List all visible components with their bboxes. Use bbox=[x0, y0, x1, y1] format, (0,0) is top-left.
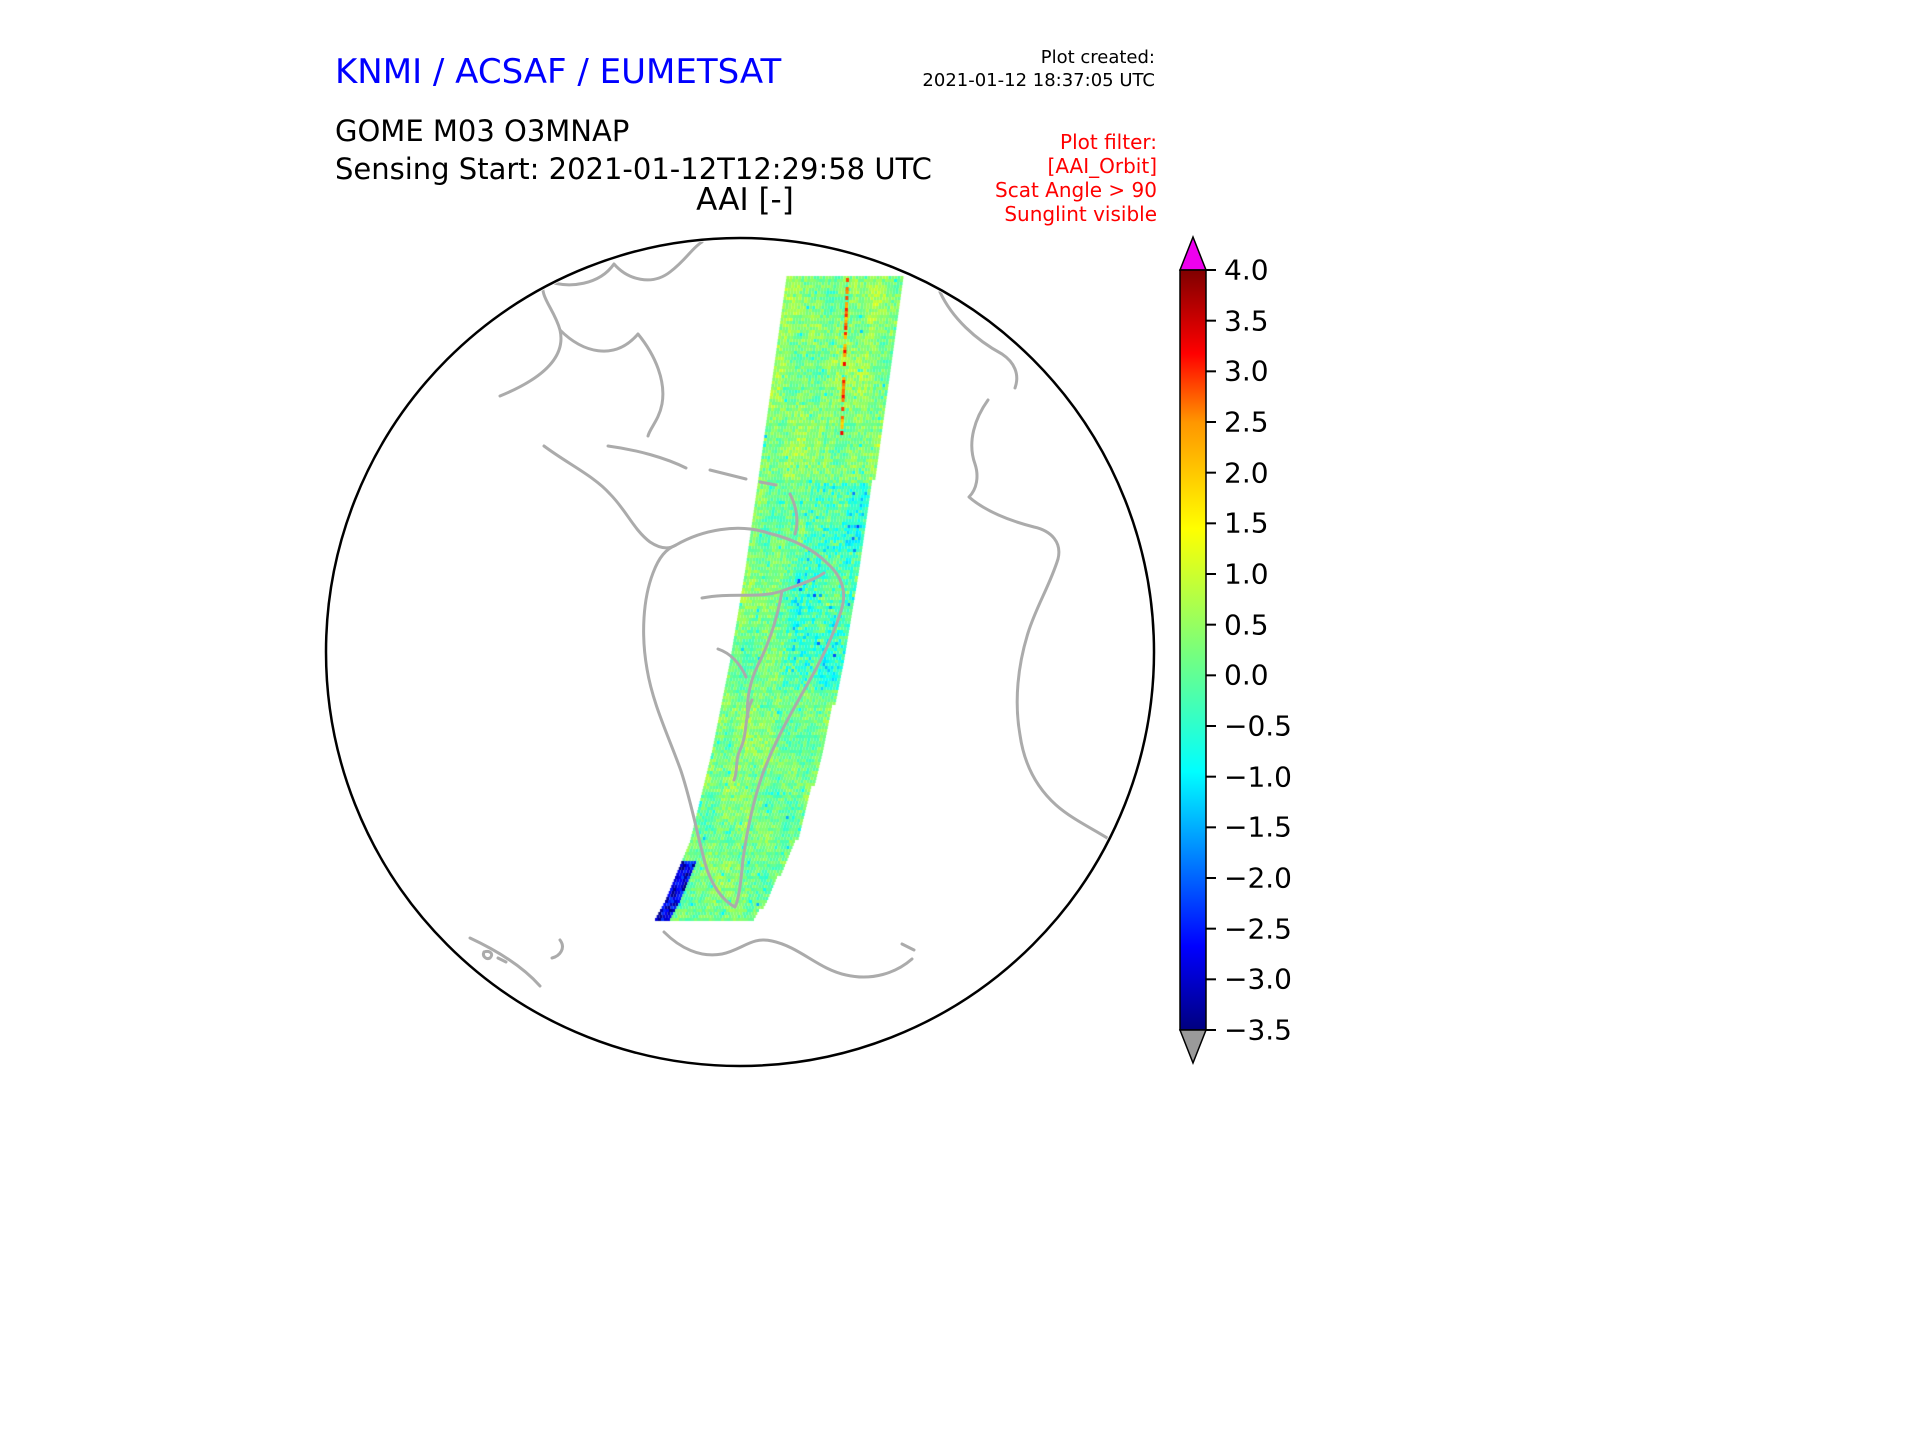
colorbar-tick-label: −2.5 bbox=[1224, 912, 1292, 946]
colorbar-tick-label: 0.5 bbox=[1224, 608, 1269, 642]
filter-note-line: Plot filter: bbox=[1060, 130, 1157, 154]
colorbar-gradient-bar bbox=[1179, 269, 1207, 1031]
globe-outline bbox=[324, 236, 1156, 1068]
colorbar-tick-label: −1.0 bbox=[1224, 760, 1292, 794]
colorbar-tick-label: 2.5 bbox=[1224, 405, 1269, 439]
river-parana bbox=[732, 698, 754, 782]
filter-note-line: Scat Angle > 90 bbox=[995, 178, 1157, 202]
coast-south-america bbox=[642, 526, 846, 909]
colorbar-tick-label: 3.0 bbox=[1224, 354, 1269, 388]
coast-gulf-florida bbox=[558, 328, 665, 438]
plot-filter-note: Plot filter: [AAI_Orbit] Scat Angle > 90… bbox=[995, 130, 1157, 226]
colorbar bbox=[1178, 234, 1216, 1066]
colorbar-tick-label: −0.5 bbox=[1224, 709, 1292, 743]
colorbar-tick-label: −1.5 bbox=[1224, 810, 1292, 844]
coast-falkland-islands bbox=[482, 950, 508, 964]
colorbar-tick-label: −2.0 bbox=[1224, 861, 1292, 895]
coastlines bbox=[468, 240, 1144, 988]
product-name: GOME M03 O3MNAP bbox=[335, 114, 630, 148]
plot-created-timestamp: 2021-01-12 18:37:05 UTC bbox=[922, 70, 1155, 92]
coast-antarctica bbox=[468, 930, 916, 988]
plot-created-label: Plot created: bbox=[1040, 47, 1155, 68]
plot-created-block: Plot created: 2021-01-12 18:37:05 UTC bbox=[922, 46, 1155, 93]
filter-note-line: Sunglint visible bbox=[1004, 202, 1157, 226]
colorbar-tick-label: 1.5 bbox=[1224, 506, 1269, 540]
colorbar-tick-label: −3.5 bbox=[1224, 1013, 1292, 1047]
plot-title: AAI [-] bbox=[696, 182, 794, 218]
colorbar-tick-label: 4.0 bbox=[1224, 253, 1269, 287]
colorbar-under-range-arrow bbox=[1178, 1029, 1208, 1066]
colorbar-tick-label: 2.0 bbox=[1224, 456, 1269, 490]
agency-title: KNMI / ACSAF / EUMETSAT bbox=[335, 52, 782, 92]
coast-antilles bbox=[788, 492, 799, 536]
coast-hispaniola bbox=[708, 468, 778, 487]
filter-note-line: [AAI_Orbit] bbox=[1047, 154, 1157, 178]
colorbar-tick-label: 1.0 bbox=[1224, 557, 1269, 591]
product-block: GOME M03 O3MNAP Sensing Start: 2021-01-1… bbox=[335, 112, 932, 189]
colorbar-tick-label: 3.5 bbox=[1224, 304, 1269, 338]
coast-central-america bbox=[542, 444, 678, 550]
coast-europe-mediterranean bbox=[950, 256, 1057, 328]
colorbar-tick-label: 0.0 bbox=[1224, 658, 1269, 692]
colorbar-over-range-arrow bbox=[1178, 234, 1208, 271]
sensing-start: Sensing Start: 2021-01-12T12:29:58 UTC bbox=[335, 152, 932, 187]
colorbar-tick-marks bbox=[1206, 269, 1216, 1031]
colorbar-tick-label: −3.0 bbox=[1224, 962, 1292, 996]
coast-cuba bbox=[606, 444, 688, 470]
coast-north-america bbox=[498, 240, 704, 398]
river-amazon bbox=[700, 571, 826, 719]
coast-africa-west bbox=[938, 290, 1144, 875]
